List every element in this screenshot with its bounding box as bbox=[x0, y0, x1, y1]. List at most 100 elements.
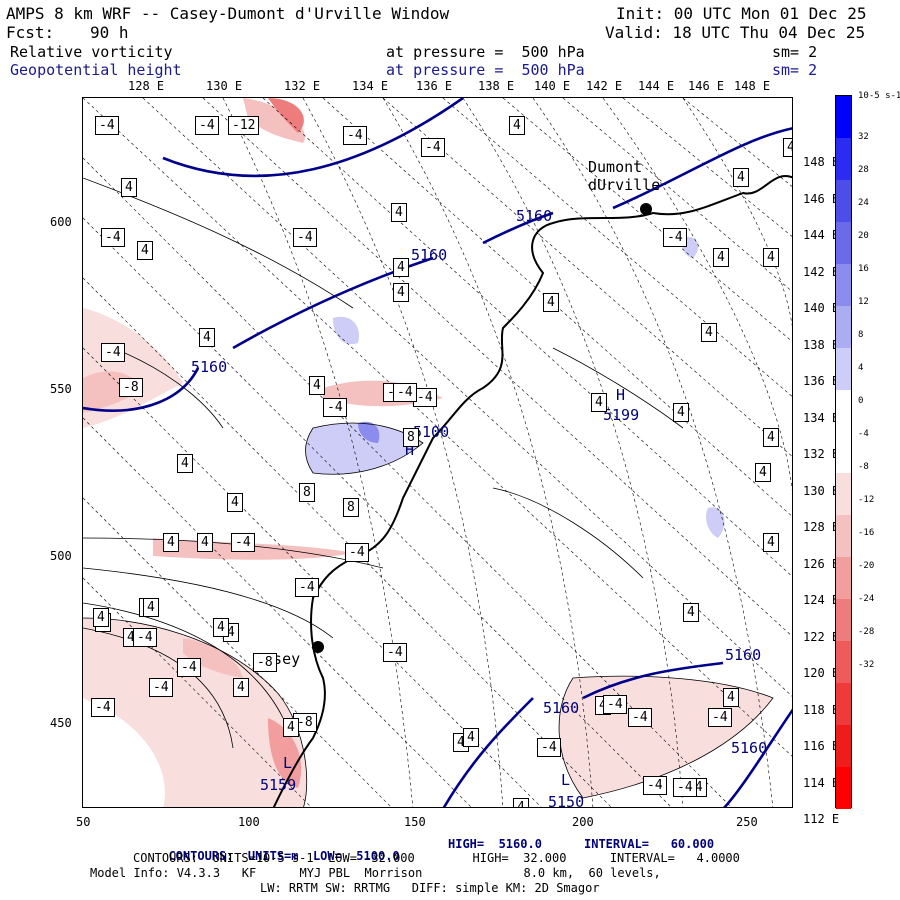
height-label: 5160 bbox=[731, 739, 768, 757]
lat-label-right: 142 E bbox=[803, 264, 840, 279]
vorticity-value-box: -4 bbox=[603, 695, 627, 714]
colorbar-tick-label: -32 bbox=[858, 660, 875, 670]
pos-vort-area bbox=[358, 421, 380, 443]
vorticity-value-box: 4 bbox=[513, 798, 529, 807]
colorbar-segment bbox=[836, 179, 851, 223]
geopotential-contours bbox=[83, 98, 792, 807]
vorticity-value-box: -8 bbox=[119, 378, 143, 397]
y-tick: 450 bbox=[50, 716, 72, 730]
vorticity-value-box: 4 bbox=[783, 138, 792, 157]
vorticity-value-box: 4 bbox=[163, 533, 179, 552]
lat-label-right: 140 E bbox=[803, 301, 840, 315]
lat-label-right: 132 E bbox=[803, 447, 840, 461]
y-tick: 550 bbox=[50, 382, 72, 396]
field1-level: at pressure = 500 hPa bbox=[386, 43, 585, 61]
lon-label: 144 E bbox=[638, 79, 675, 93]
footer-physics: LW: RRTM SW: RRTMG DIFF: simple KM: 2D S… bbox=[260, 881, 600, 895]
vorticity-value-box: -4 bbox=[537, 738, 561, 757]
colorbar-segment bbox=[836, 347, 851, 391]
lat-lon-grid bbox=[83, 98, 792, 807]
colorbar-tick-label: -4 bbox=[858, 429, 869, 439]
colorbar-segment bbox=[836, 557, 851, 600]
colorbar-segment bbox=[836, 725, 851, 768]
vorticity-shading bbox=[83, 98, 773, 807]
lon-label: 136 E bbox=[416, 79, 453, 93]
vorticity-value-box: 4 bbox=[199, 328, 215, 347]
colorbar-segment bbox=[836, 263, 851, 307]
vorticity-value-box: -4 bbox=[195, 116, 219, 135]
lat-label-right: 118 E bbox=[803, 702, 840, 717]
vorticity-value-box: 4 bbox=[393, 283, 409, 302]
vorticity-value-box: -4 bbox=[343, 126, 367, 145]
colorbar-segment bbox=[836, 137, 851, 181]
vorticity-value-box: 4 bbox=[393, 258, 409, 277]
vorticity-value-box: 4 bbox=[509, 116, 525, 135]
y-tick: 500 bbox=[50, 549, 72, 563]
vorticity-value-box: -4 bbox=[177, 658, 201, 677]
neg-vort-area bbox=[183, 638, 243, 678]
colorbar-tick-label: 32 bbox=[858, 132, 869, 142]
colorbar-tick-label: -12 bbox=[858, 495, 875, 505]
lon-label: 142 E bbox=[586, 79, 623, 93]
lon-label: 138 E bbox=[478, 79, 515, 93]
vorticity-value-box: 4 bbox=[763, 248, 779, 267]
vorticity-value-box: 4 bbox=[673, 403, 689, 422]
footer-contour-high: HIGH= 5160.0 bbox=[448, 837, 542, 851]
colorbar-tick-label: -24 bbox=[858, 594, 875, 604]
fcst-value: 90 h bbox=[90, 23, 129, 42]
vorticity-value-box: -4 bbox=[643, 776, 667, 795]
colorbar-segment bbox=[836, 599, 851, 642]
lat-label-right: 112 E bbox=[803, 812, 840, 826]
colorbar-segment bbox=[836, 641, 851, 684]
vorticity-value-box: 4 bbox=[723, 688, 739, 707]
x-tick: 50 bbox=[76, 815, 91, 829]
vorticity-value-box: -4 bbox=[95, 116, 119, 135]
vorticity-value-box: -4 bbox=[383, 643, 407, 662]
vorticity-value-box: -12 bbox=[228, 116, 260, 135]
vorticity-value-box: -4 bbox=[101, 343, 125, 362]
colorbar-segment bbox=[836, 96, 851, 139]
lat-label-right: 146 E bbox=[803, 191, 840, 206]
colorbar-segment bbox=[836, 221, 851, 265]
lon-label: 140 E bbox=[534, 79, 571, 93]
colorbar-segment bbox=[836, 431, 851, 474]
vorticity-value-box: 4 bbox=[683, 603, 699, 622]
vorticity-value-box: -4 bbox=[393, 383, 417, 402]
x-tick: 200 bbox=[572, 815, 594, 829]
height-label: 5160 bbox=[191, 358, 228, 376]
fcst-label: Fcst: bbox=[6, 23, 55, 42]
vorticity-value-box: -4 bbox=[708, 708, 732, 727]
vorticity-value-box: -4 bbox=[231, 533, 255, 552]
footer-contour-interval: INTERVAL= 60.000 bbox=[584, 837, 715, 851]
colorbar-segment bbox=[836, 305, 851, 349]
lat-label-right: 116 E bbox=[803, 739, 840, 753]
init-time: Init: 00 UTC Mon 01 Dec 25 bbox=[616, 4, 867, 23]
y-tick: 600 bbox=[50, 215, 72, 229]
lat-label-right: 148 E bbox=[803, 155, 840, 169]
footer-height-contours: CONTOURS: UNITS=m LOW= 5100.0 bbox=[154, 838, 399, 862]
vorticity-value-box: 4 bbox=[137, 241, 153, 260]
lat-label-right: 122 E bbox=[803, 629, 840, 644]
lat-label-right: 114 E bbox=[803, 775, 840, 790]
field2-level: at pressure = 500 hPa bbox=[386, 61, 585, 79]
vorticity-value-box: -4 bbox=[663, 228, 687, 247]
vorticity-value-box: 4 bbox=[463, 728, 479, 747]
vorticity-value-box: -4 bbox=[421, 138, 445, 157]
low-marker: L bbox=[561, 771, 571, 789]
lon-label: 148 E bbox=[734, 79, 771, 93]
lon-label: 132 E bbox=[284, 79, 321, 93]
x-tick: 150 bbox=[404, 815, 426, 829]
vorticity-value-box: -4 bbox=[133, 628, 157, 647]
field2-sm: sm= 2 bbox=[772, 61, 818, 79]
pos-vort-area bbox=[305, 423, 423, 475]
footer-vort-contours: CONTOURS: UNITS=10-5 s-1 LOW= -32.000 HI… bbox=[133, 851, 740, 865]
colorbar-tick-label: -28 bbox=[858, 627, 875, 637]
vorticity-value-box: -4 bbox=[345, 543, 369, 562]
station-marker-casey bbox=[312, 641, 324, 653]
footer-model-info: Model Info: V4.3.3 KF MYJ PBL Morrison 8… bbox=[90, 866, 661, 880]
vorticity-value-box: 4 bbox=[143, 598, 159, 617]
colorbar-tick-label: 28 bbox=[858, 165, 869, 175]
vorticity-value-box: 4 bbox=[543, 293, 559, 312]
colorbar-tick-label: 8 bbox=[858, 330, 864, 340]
neg-vort-area bbox=[268, 98, 304, 133]
